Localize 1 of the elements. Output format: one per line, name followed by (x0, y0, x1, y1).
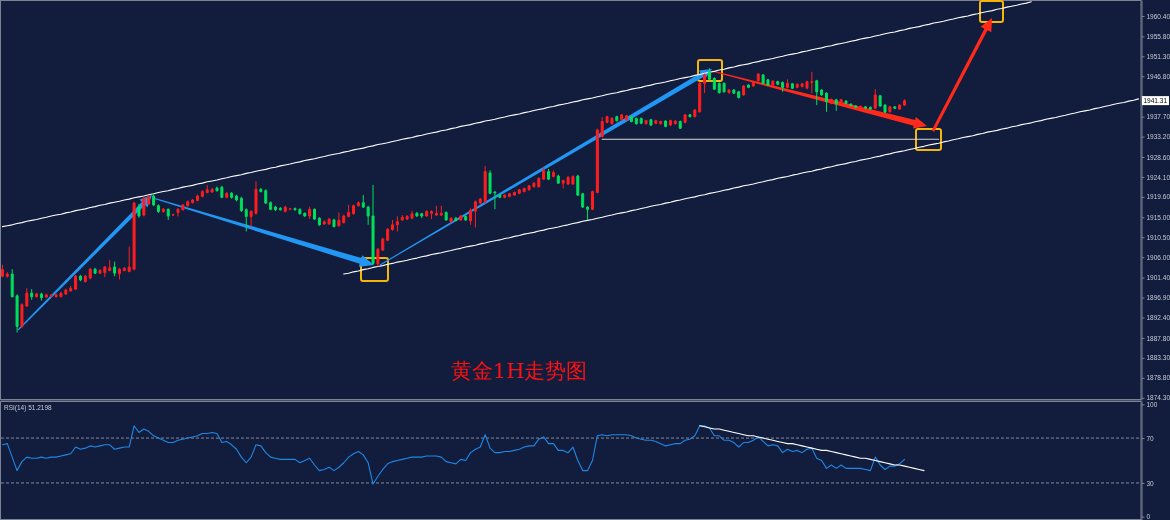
text: 黄金1H走势图 (450, 359, 588, 383)
